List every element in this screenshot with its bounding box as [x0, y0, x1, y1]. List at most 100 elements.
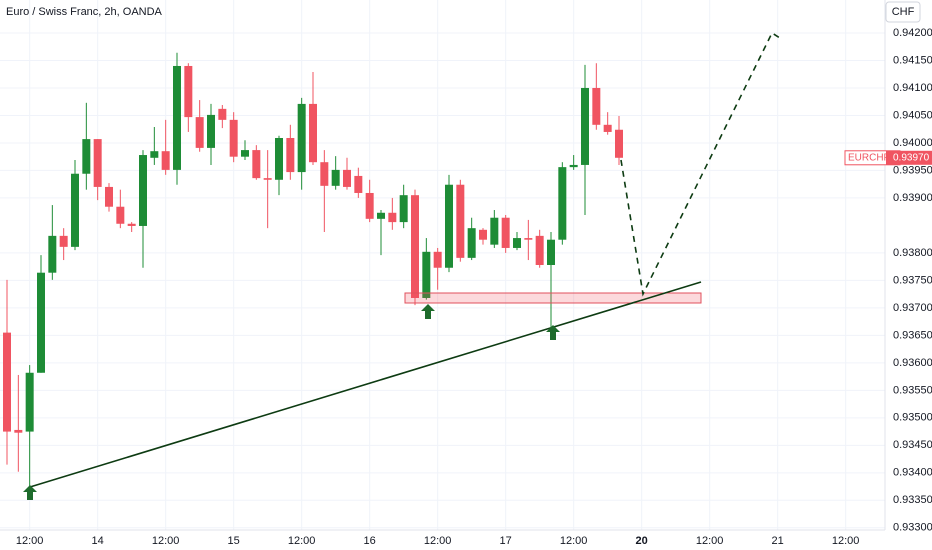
candle-body — [173, 65, 181, 170]
arrow-up — [23, 485, 37, 500]
price-axis: 0.94200 0.94150 0.94100 0.94050 0.94000 0.939… — [893, 27, 932, 534]
x-tick-label: 21 — [772, 535, 784, 547]
candle-body — [263, 178, 272, 180]
y-tick-label: 0.94150 — [893, 54, 932, 66]
candle-body — [479, 229, 487, 240]
candle-body — [331, 169, 340, 186]
y-tick-label: 0.93350 — [893, 494, 932, 506]
support-zone — [404, 292, 702, 304]
candle-body — [547, 239, 555, 265]
x-tick-label: 12:00 — [288, 535, 316, 547]
y-tick-label: 0.93450 — [893, 439, 932, 451]
candle-body — [513, 238, 521, 248]
x-tick-label: 12:00 — [152, 535, 180, 547]
x-tick-label: 12:00 — [560, 535, 588, 547]
candle-body — [456, 184, 465, 258]
last-price-box — [886, 150, 932, 165]
x-tick-label: 16 — [364, 535, 376, 547]
last-price-label: 0.93970 — [893, 152, 930, 163]
candle-body — [433, 251, 442, 268]
candle-body — [127, 223, 136, 226]
candle-body — [241, 150, 249, 157]
y-tick-label: 0.93700 — [893, 302, 932, 314]
x-tick-label: 12:00 — [832, 535, 860, 547]
y-tick-label: 0.93650 — [893, 329, 932, 341]
x-tick-label: 17 — [500, 535, 512, 547]
candle-body — [388, 212, 397, 223]
candle-body — [207, 114, 215, 148]
y-tick-label: 0.93400 — [893, 467, 932, 479]
candle-body — [592, 87, 601, 125]
y-tick-label: 0.93800 — [893, 247, 932, 259]
candle-body — [195, 117, 204, 148]
y-tick-label: 0.93500 — [893, 412, 932, 424]
candle-body — [82, 139, 91, 174]
arrows — [23, 304, 560, 500]
projection-path — [620, 31, 784, 297]
time-axis: 12:00 14 12:00 15 12:00 16 12:00 17 12:00 20 12:00… — [16, 535, 860, 547]
candle-body — [343, 169, 351, 187]
currency-label[interactable]: CHF — [892, 6, 915, 18]
candle-body — [105, 186, 113, 207]
y-tick-label: 0.94050 — [893, 109, 932, 121]
x-tick-label: 12:00 — [696, 535, 724, 547]
y-tick-label: 0.93900 — [893, 192, 932, 204]
y-tick-label: 0.93550 — [893, 384, 932, 396]
x-tick-label: 20 — [636, 535, 648, 547]
x-tick-label: 15 — [228, 535, 240, 547]
candle-body — [365, 192, 374, 219]
candle-body — [535, 235, 544, 265]
candle-body — [275, 137, 283, 180]
y-tick-label: 0.93600 — [893, 357, 932, 369]
y-tick-label: 0.93300 — [893, 522, 932, 534]
y-tick-label: 0.93950 — [893, 164, 932, 176]
y-tick-label: 0.94100 — [893, 82, 932, 94]
x-tick-label: 12:00 — [16, 535, 44, 547]
candle-body — [524, 238, 533, 240]
candle-body — [615, 129, 623, 158]
x-tick-label: 12:00 — [424, 535, 452, 547]
candle-body — [320, 162, 329, 186]
candle-body — [161, 151, 170, 170]
candle-body — [48, 235, 57, 273]
candle-body — [184, 65, 193, 118]
candle-body — [445, 184, 453, 268]
y-tick-label: 0.94000 — [893, 137, 932, 149]
candle-body — [354, 175, 363, 193]
candle-body — [377, 212, 385, 219]
candle-body — [467, 228, 476, 258]
candle-body — [252, 150, 261, 179]
arrow-up — [546, 325, 560, 340]
candle-body — [93, 139, 102, 187]
candle-body — [286, 137, 295, 173]
candle-body — [25, 372, 34, 432]
candle-body — [422, 251, 431, 298]
candle-body — [37, 272, 45, 373]
candle-body — [558, 167, 567, 240]
x-tick-label: 14 — [92, 535, 104, 547]
candle-body — [399, 195, 408, 223]
trend-line — [29, 281, 702, 488]
candle-body — [150, 151, 159, 158]
candle-body — [218, 108, 227, 120]
candle-body — [229, 119, 238, 157]
candle-body — [3, 332, 11, 432]
candle-body — [569, 164, 578, 168]
candle-body — [71, 173, 79, 247]
candle-body — [309, 103, 317, 163]
candle-body — [297, 103, 306, 173]
candle-body — [139, 155, 147, 226]
candles — [3, 52, 623, 487]
candle-body — [116, 206, 125, 224]
arrow-up — [421, 304, 435, 319]
symbol-label: EURCHF — [848, 152, 890, 163]
candle-body — [490, 217, 499, 245]
candle-body — [411, 195, 419, 298]
candle-body — [581, 87, 589, 165]
candle-body — [14, 429, 23, 433]
currency-button[interactable] — [885, 1, 921, 23]
candle-body — [603, 124, 612, 132]
candle-body — [501, 217, 510, 248]
